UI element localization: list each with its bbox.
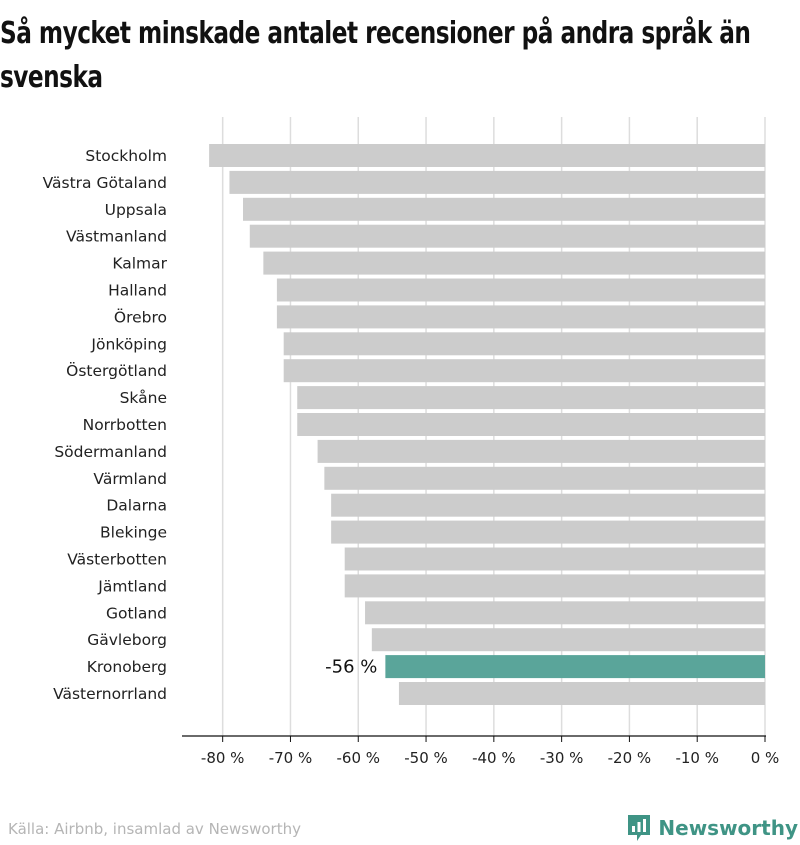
bar-kronoberg bbox=[385, 655, 765, 679]
category-label: Jämtland bbox=[97, 577, 167, 595]
x-tick-label: -20 % bbox=[608, 749, 652, 767]
category-label: Västmanland bbox=[66, 228, 167, 246]
bar-halland bbox=[276, 278, 765, 302]
bar-örebro bbox=[276, 305, 765, 329]
bar-jämtland bbox=[344, 574, 765, 598]
bar-chart: -80 % -70 % -60 % -50 % -40 % -30 % -20 % -10 %… bbox=[43, 117, 780, 767]
x-tick-label: -50 % bbox=[404, 749, 448, 767]
category-label: Södermanland bbox=[54, 443, 167, 461]
bar-stockholm bbox=[209, 144, 765, 167]
x-tick-label: -70 % bbox=[269, 749, 313, 767]
x-tick-label: -10 % bbox=[675, 749, 719, 767]
bar-norrbotten bbox=[297, 413, 765, 436]
category-label: Gotland bbox=[106, 604, 167, 622]
highlight-value-label: -56 % bbox=[325, 657, 377, 678]
category-label: Jönköping bbox=[90, 335, 167, 353]
category-label: Kronoberg bbox=[87, 658, 167, 676]
category-label: Dalarna bbox=[106, 497, 167, 515]
category-label: Västernorrland bbox=[53, 685, 167, 703]
bar-västernorrland bbox=[398, 682, 765, 705]
category-label: Örebro bbox=[114, 307, 167, 326]
bar-uppsala bbox=[243, 197, 766, 221]
bar-kalmar bbox=[263, 251, 765, 275]
category-label: Halland bbox=[108, 282, 167, 300]
bar-gävleborg bbox=[371, 628, 765, 652]
x-tick-label: -80 % bbox=[201, 749, 245, 767]
x-tick-label: -30 % bbox=[540, 749, 584, 767]
bar-dalarna bbox=[331, 493, 765, 517]
bar-blekinge bbox=[331, 520, 765, 544]
category-label: Stockholm bbox=[85, 147, 167, 165]
bar-östergötland bbox=[283, 359, 765, 383]
bar-västra-götaland bbox=[229, 170, 765, 194]
bar-västmanland bbox=[249, 224, 765, 248]
category-label: Uppsala bbox=[105, 201, 167, 219]
category-label: Västra Götaland bbox=[43, 174, 167, 192]
brand-logo[interactable]: Newsworthy bbox=[626, 813, 798, 843]
bar-västerbotten bbox=[344, 547, 765, 571]
bars bbox=[209, 144, 766, 705]
category-label: Värmland bbox=[93, 470, 167, 488]
category-label: Blekinge bbox=[100, 524, 167, 542]
brand-name: Newsworthy bbox=[658, 816, 798, 840]
category-labels: Stockholm Västra Götaland Uppsala Västmanla… bbox=[43, 147, 378, 703]
bar-chart-icon bbox=[628, 815, 651, 841]
category-label: Norrbotten bbox=[83, 416, 167, 434]
category-label: Västerbotten bbox=[67, 551, 167, 569]
x-tick-label: -60 % bbox=[336, 749, 380, 767]
x-axis: -80 % -70 % -60 % -50 % -40 % -30 % -20 % -10 %… bbox=[182, 735, 780, 767]
bar-jönköping bbox=[283, 332, 765, 356]
x-tick-label: -40 % bbox=[472, 749, 516, 767]
bar-gotland bbox=[365, 601, 765, 625]
source-note: Källa: Airbnb, insamlad av Newsworthy bbox=[8, 820, 301, 838]
x-tick-label: 0 % bbox=[751, 749, 780, 767]
bar-skåne bbox=[297, 386, 765, 410]
category-label: Gävleborg bbox=[87, 631, 167, 649]
category-label: Östergötland bbox=[66, 361, 167, 380]
category-label: Kalmar bbox=[112, 255, 167, 273]
chart-title: Så mycket minskade antalet recensioner p… bbox=[0, 16, 751, 95]
category-label: Skåne bbox=[120, 389, 167, 407]
bar-värmland bbox=[324, 466, 765, 490]
bar-södermanland bbox=[317, 439, 765, 463]
